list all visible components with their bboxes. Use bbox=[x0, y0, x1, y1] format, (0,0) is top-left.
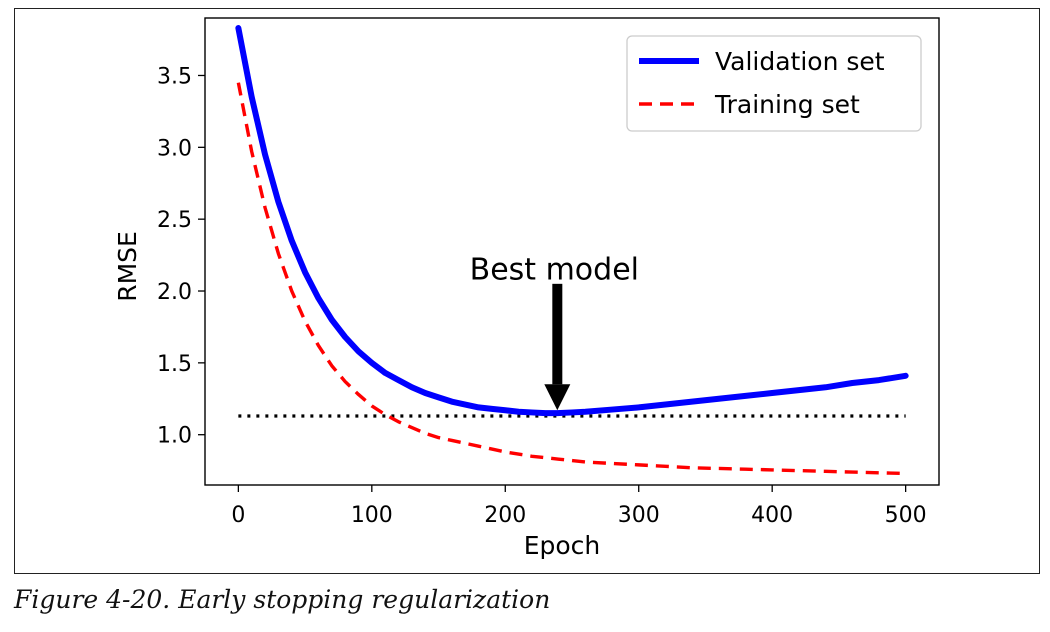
early-stopping-chart: 0 100 200 300 400 500 1.0 1.5 2.0 2.5 3.0 3.5 Epoch R… bbox=[113, 17, 940, 560]
figure-frame: 0 100 200 300 400 500 1.0 1.5 2.0 2.5 3.0 3.5 Epoch R… bbox=[14, 8, 1040, 574]
best-model-annotation: Best model bbox=[470, 252, 639, 287]
x-axis-label: Epoch bbox=[524, 531, 601, 560]
y-tick-label: 2.0 bbox=[157, 280, 192, 305]
best-model-arrow-head bbox=[544, 384, 571, 411]
validation-set-line bbox=[235, 25, 909, 417]
y-tick-label: 2.5 bbox=[157, 208, 192, 233]
legend-box bbox=[626, 35, 922, 132]
x-tick-label: 200 bbox=[484, 503, 526, 528]
best-model-arrow-shaft bbox=[552, 283, 563, 385]
y-tick-label: 3.0 bbox=[157, 136, 192, 161]
figure-caption: Figure 4-20. Early stopping regularizati… bbox=[14, 585, 551, 614]
training-set-line bbox=[236, 82, 906, 476]
y-axis-label: RMSE bbox=[113, 231, 142, 302]
x-tick-label: 500 bbox=[885, 503, 927, 528]
x-tick-label: 100 bbox=[351, 503, 393, 528]
x-tick-label: 400 bbox=[751, 503, 793, 528]
y-tick-label: 1.0 bbox=[157, 424, 192, 449]
legend-training-label: Training set bbox=[714, 90, 860, 119]
legend-validation-label: Validation set bbox=[715, 47, 885, 76]
x-tick-label: 300 bbox=[618, 503, 660, 528]
y-tick-label: 1.5 bbox=[157, 352, 192, 377]
plot-area-frame bbox=[204, 17, 940, 486]
x-tick-label: 0 bbox=[231, 503, 245, 528]
y-tick-label: 3.5 bbox=[157, 64, 192, 89]
